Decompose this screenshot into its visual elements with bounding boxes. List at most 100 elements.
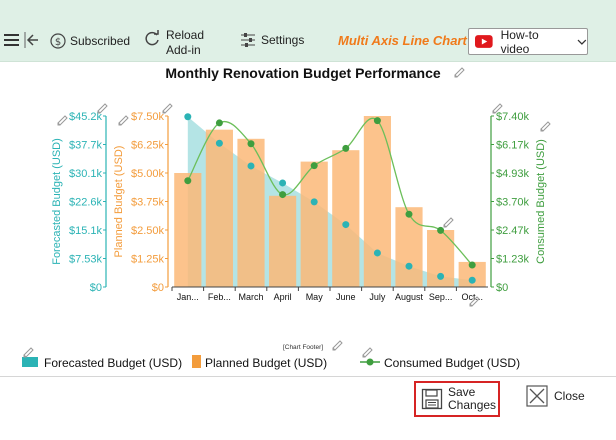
pencil-edit-icon-tip (443, 225, 446, 228)
consumed-point (405, 210, 413, 218)
consumed-point (279, 191, 287, 199)
reload-label-line1: Reload (166, 28, 205, 42)
settings-button[interactable]: Settings (240, 33, 304, 47)
toolbar: $ Subscribed Reload Add-in Settings Mult… (0, 0, 616, 62)
reload-icon (145, 30, 159, 46)
pencil-edit-icon-tip (492, 111, 495, 114)
consumed-point (247, 140, 255, 148)
consumed-tick-label: $3.70k (496, 197, 530, 209)
consumed-point (437, 226, 445, 234)
legend-consumed-edit-icon (362, 347, 373, 358)
back-arrow-icon[interactable] (24, 31, 40, 49)
x-tick-label: May (306, 292, 324, 302)
forecast-point (405, 262, 413, 270)
consumed-point (310, 162, 318, 170)
planned-title-edit-icon (118, 115, 129, 126)
pencil-edit-icon-body (97, 103, 108, 114)
consumed-point (342, 144, 350, 152)
pencil-edit-icon-tip (332, 348, 335, 351)
x-axis-edit-icon (469, 296, 480, 307)
consumed-tick-label: $6.17k (496, 140, 530, 152)
pencil-edit-icon-tip (362, 355, 365, 358)
legend-consumed-marker (366, 358, 374, 366)
consumed-point (184, 177, 192, 185)
pencil-edit-icon-body (469, 296, 480, 307)
forecast-tick-label: $22.6k (69, 197, 103, 209)
pencil-edit-icon-body (332, 340, 343, 351)
planned-axis-title: Planned Budget (USD) (113, 146, 125, 258)
pencil-edit-icon-tip (57, 123, 60, 126)
consumed-tick-label: $1.23k (496, 254, 530, 266)
forecast-tick-label: $15.1k (69, 225, 103, 237)
legend-planned-label: Planned Budget (USD) (205, 356, 327, 370)
pencil-edit-icon-body (57, 115, 68, 126)
pencil-edit-icon-tip (469, 304, 472, 307)
bottom-bar: Save Changes Close (0, 376, 616, 440)
planned-tick-label: $3.75k (131, 197, 165, 209)
x-tick-label: Jan... (177, 292, 199, 302)
planned-tick-label: $2.50k (131, 225, 165, 237)
consumed-tick-label: $2.47k (496, 225, 530, 237)
chart-footer: [Chart Footer] (283, 344, 323, 351)
consumed-axis-title: Consumed Budget (USD) (535, 139, 547, 264)
legend-forecast-label: Forecasted Budget (USD) (44, 356, 182, 370)
x-tick-label: Oct... (461, 292, 483, 302)
reload-label-line2: Add-in (166, 43, 201, 57)
forecast-point (437, 272, 445, 280)
pencil-edit-icon-body (23, 347, 34, 358)
save-changes-button[interactable]: Save Changes (414, 381, 500, 417)
x-tick-label: June (336, 292, 356, 302)
pencil-edit-icon-body (362, 347, 373, 358)
forecast-point (279, 179, 287, 187)
forecast-tick-label: $7.53k (69, 254, 103, 266)
howto-video-button[interactable]: How-to video (468, 27, 588, 56)
series-edit-icon (443, 217, 454, 228)
youtube-icon (475, 35, 493, 48)
howto-label: How-to video (500, 27, 539, 56)
pencil-edit-icon-body (443, 217, 454, 228)
legend-planned-swatch (192, 355, 201, 368)
hamburger-menu-icon[interactable] (4, 33, 20, 47)
forecast-axis-title: Forecasted Budget (USD) (51, 138, 63, 265)
x-tick-label: August (395, 292, 424, 302)
forecast-point (310, 198, 318, 206)
consumed-axis-edit-icon (492, 103, 503, 114)
planned-tick-label: $6.25k (131, 140, 165, 152)
pencil-edit-icon-body (492, 103, 503, 114)
planned-tick-label: $5.00k (131, 168, 165, 180)
pencil-edit-icon-tip (454, 75, 457, 78)
planned-bar (174, 173, 202, 287)
settings-label: Settings (261, 33, 305, 47)
x-tick-label: Feb... (208, 292, 231, 302)
planned-tick-label: $0 (152, 282, 164, 294)
subscribed-button[interactable]: $ Subscribed (50, 33, 130, 49)
chart-title: Monthly Renovation Budget Performance (165, 65, 441, 81)
planned-tick-label: $1.25k (131, 254, 165, 266)
legend-item-forecast (22, 357, 38, 367)
reload-addin-label[interactable]: Reload Add-in (166, 28, 204, 58)
planned-bar (300, 161, 328, 287)
save-disk-icon (421, 388, 443, 410)
x-tick-label: July (369, 292, 386, 302)
legend-forecast-swatch (22, 357, 38, 367)
chevron-down-icon (577, 39, 587, 45)
forecast-tick-label: $30.1k (69, 168, 103, 180)
forecast-axis-edit-icon (97, 103, 108, 114)
planned-tick-label: $7.50k (131, 111, 165, 123)
dollar-circle-icon: $ (50, 33, 66, 49)
close-button[interactable]: Close (526, 385, 585, 407)
consumed-tick-label: $7.40k (496, 111, 530, 123)
subscribed-label: Subscribed (70, 34, 131, 48)
x-tick-label: Sep... (429, 292, 453, 302)
reload-addin-button[interactable] (143, 29, 161, 47)
planned-axis-edit-icon (162, 103, 173, 114)
x-tick-label: March (238, 292, 263, 302)
pencil-edit-icon-tip (118, 123, 121, 126)
close-icon (526, 385, 548, 407)
planned-bar (269, 195, 297, 287)
forecast-point (468, 276, 476, 284)
pencil-edit-icon-tip (540, 129, 543, 132)
consumed-tick-label: $4.93k (496, 168, 530, 180)
pencil-edit-icon-tip (162, 111, 165, 114)
forecast-point (247, 162, 255, 170)
